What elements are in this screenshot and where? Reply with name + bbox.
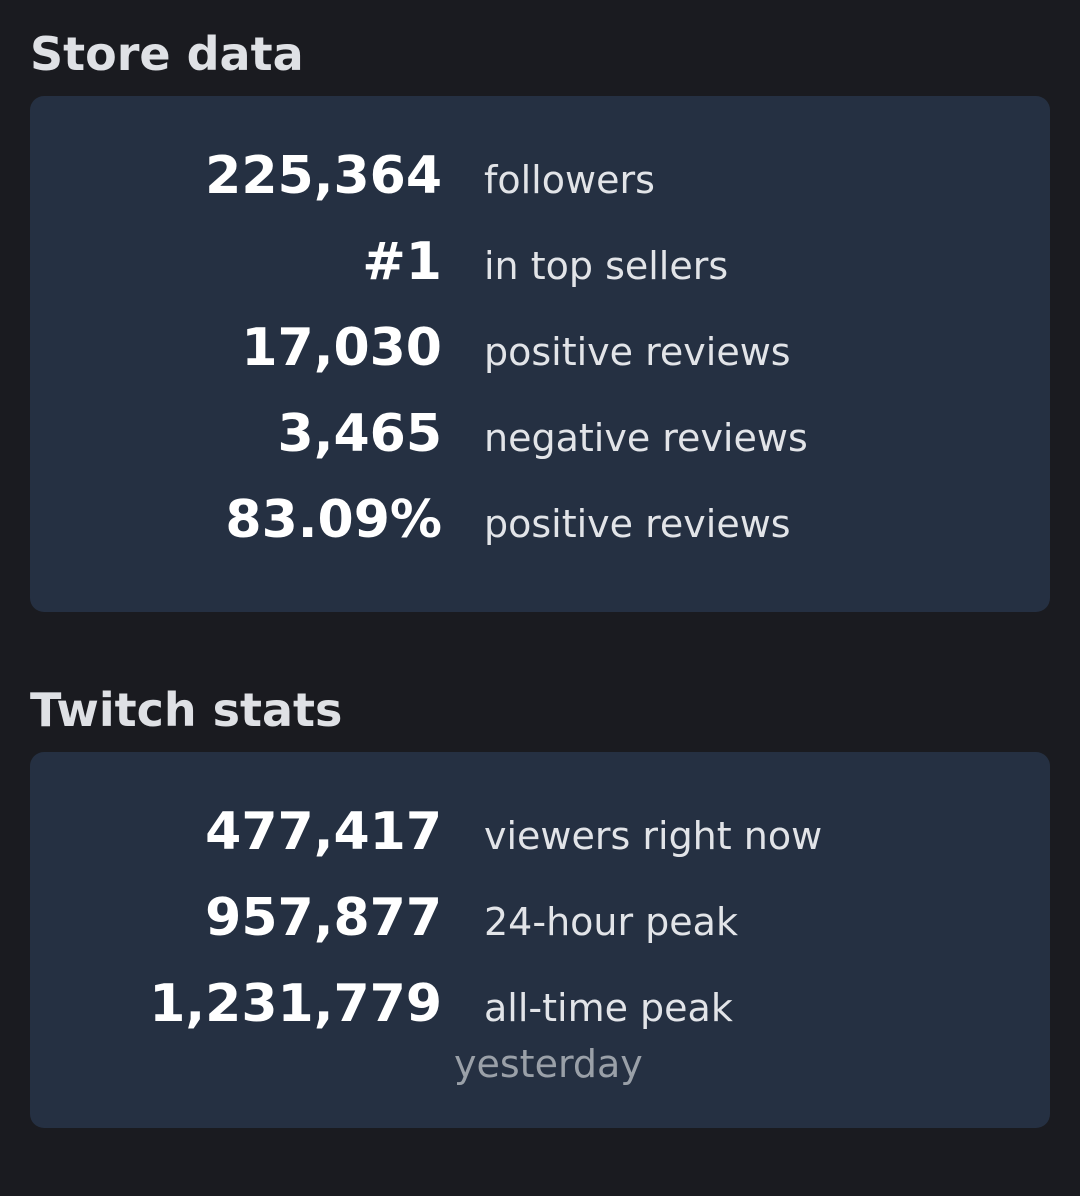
stat-row: 1,231,779 all-time peak (30, 974, 1050, 1060)
section-title: Twitch stats (30, 683, 343, 737)
stat-value: 957,877 (205, 888, 442, 948)
stat-value: 225,364 (205, 146, 442, 206)
stat-row: 957,877 24-hour peak (30, 888, 1050, 974)
stat-value: #1 (362, 232, 442, 292)
section-title: Store data (30, 27, 304, 81)
stat-value: 3,465 (277, 404, 442, 464)
section: Twitch stats 477,417 viewers right now 957,… (0, 680, 1080, 1128)
stat-label: negative reviews (484, 416, 808, 460)
stat-row: 83.09% positive reviews (30, 490, 1050, 576)
stat-row: 3,465 negative reviews (30, 404, 1050, 490)
root: Store data 225,364 followers #1 in top selle… (0, 24, 1080, 1128)
stats-card: 225,364 followers #1 in top sellers 17,030 po… (30, 96, 1050, 612)
page: Store data 225,364 followers #1 in top selle… (0, 24, 1080, 1196)
stat-label: viewers right now (484, 814, 823, 858)
stat-row: 477,417 viewers right now (30, 802, 1050, 888)
stat-value: 17,030 (241, 318, 442, 378)
stat-row: #1 in top sellers (30, 232, 1050, 318)
section: Store data 225,364 followers #1 in top selle… (0, 24, 1080, 612)
stat-label: 24-hour peak (484, 900, 738, 944)
stats-card: 477,417 viewers right now 957,877 24-hour p… (30, 752, 1050, 1128)
stat-value: 83.09% (225, 490, 442, 550)
stat-row: 225,364 followers (30, 146, 1050, 232)
stat-label: positive reviews (484, 502, 791, 546)
stat-note: yesterday (454, 1042, 643, 1086)
stat-value: 1,231,779 (149, 974, 442, 1034)
stat-label: followers (484, 158, 655, 202)
stat-label: all-time peak (484, 986, 733, 1030)
stat-label: in top sellers (484, 244, 729, 288)
stat-value: 477,417 (205, 802, 442, 862)
stat-label: positive reviews (484, 330, 791, 374)
stat-row: 17,030 positive reviews (30, 318, 1050, 404)
